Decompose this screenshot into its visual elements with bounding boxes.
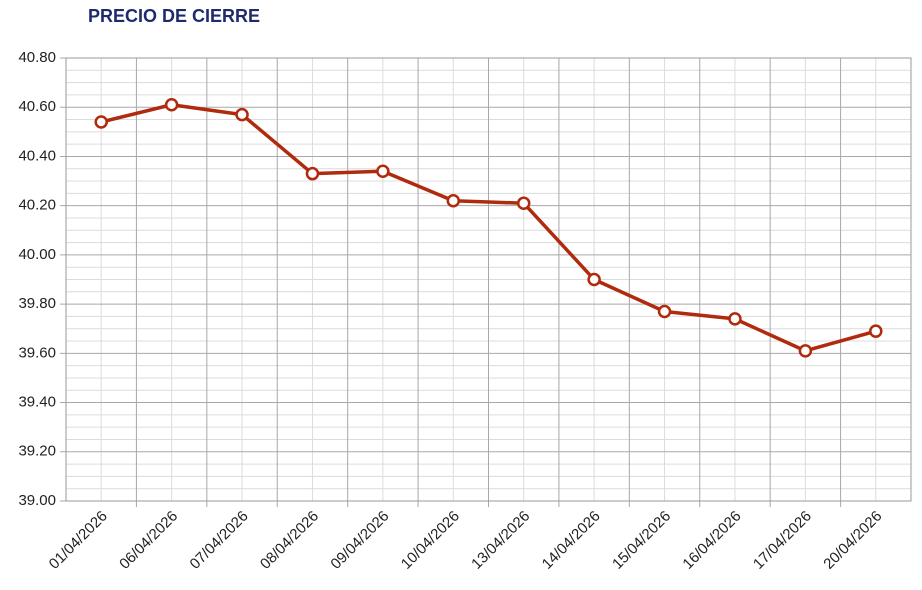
y-tick-label: 40.60 (18, 98, 56, 115)
y-tick-label: 39.40 (18, 394, 56, 411)
y-tick-label: 39.00 (18, 492, 56, 509)
data-point (376, 164, 390, 178)
y-tick-label: 39.20 (18, 443, 56, 460)
data-point (94, 115, 108, 129)
data-point (305, 166, 320, 181)
y-tick-label: 40.80 (18, 49, 56, 66)
x-tick-label: 07/04/2026 (187, 508, 252, 573)
y-tick-label: 40.20 (18, 197, 56, 214)
y-tick-label: 40.40 (18, 147, 56, 164)
x-tick-label: 16/04/2026 (679, 508, 744, 573)
y-tick-label: 39.80 (18, 295, 56, 312)
x-tick-label: 10/04/2026 (398, 508, 463, 573)
data-point (657, 304, 672, 319)
x-tick-label: 14/04/2026 (539, 508, 604, 573)
x-tick-label: 17/04/2026 (750, 508, 815, 573)
y-tick-label: 39.60 (18, 344, 56, 361)
data-point (728, 312, 742, 326)
x-tick-label: 13/04/2026 (468, 508, 533, 573)
data-point (516, 196, 531, 210)
data-point (446, 193, 461, 208)
x-tick-label: 15/04/2026 (609, 508, 674, 573)
x-tick-label: 06/04/2026 (116, 508, 181, 573)
x-tick-label: 01/04/2026 (46, 508, 111, 573)
series-line (100, 103, 877, 353)
plot-border (65, 57, 912, 502)
data-point (869, 324, 883, 338)
data-point (587, 272, 601, 287)
x-tick-label: 09/04/2026 (327, 508, 392, 573)
chart-title: PRECIO DE CIERRE (88, 6, 260, 26)
data-point (164, 98, 179, 112)
y-tick-label: 40.00 (18, 246, 56, 263)
x-tick-label: 08/04/2026 (257, 508, 322, 573)
data-point (798, 344, 813, 358)
data-point (235, 107, 249, 122)
x-tick-label: 20/04/2026 (820, 508, 885, 573)
